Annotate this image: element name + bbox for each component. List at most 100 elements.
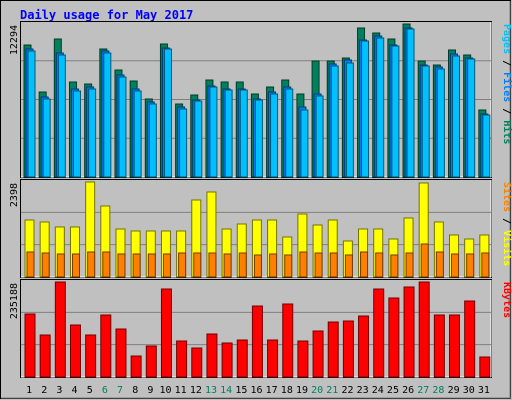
bar-pages-day-17 [270,93,279,178]
bar-kbytes-day-6 [100,314,112,378]
day-label-30: 30 [463,385,475,396]
bar-pages-day-28 [436,68,445,178]
bar-kbytes-day-12 [191,347,203,378]
bar-pages-day-7 [118,76,127,178]
day-label-8: 8 [132,385,138,396]
bar-sites-day-18 [284,254,293,278]
side-label-visits-sites: Sites / Visits [501,182,512,266]
bar-kbytes-day-5 [85,334,97,378]
side-label-hits-files-pages: Pages / Files / Hits [501,24,512,144]
panel-kbytes: 235188 KBytes [9,279,512,378]
day-label-18: 18 [281,385,293,396]
bar-kbytes-day-1 [24,313,36,378]
bar-pages-day-16 [254,99,263,178]
bar-sites-day-20 [314,252,323,278]
bar-kbytes-day-9 [145,345,157,378]
bar-sites-day-30 [466,253,475,278]
bar-kbytes-day-21 [327,321,339,378]
chart-title: Daily usage for May 2017 [20,8,193,22]
bar-kbytes-day-24 [373,288,385,378]
bar-pages-day-2 [42,98,51,178]
bar-kbytes-day-20 [312,330,324,378]
side-label-kbytes: KBytes [501,282,512,318]
bar-kbytes-day-17 [267,339,279,378]
bar-sites-day-17 [269,253,278,278]
bar-pages-day-13 [209,86,218,178]
bar-sites-day-3 [56,253,65,278]
day-label-24: 24 [372,385,384,396]
day-label-25: 25 [387,385,399,396]
bar-sites-day-26 [405,252,414,278]
ymax-label-visits-sites: 2398 [9,183,20,207]
side-label-part: Sites [501,182,512,212]
bar-pages-day-9 [148,103,157,178]
day-label-16: 16 [250,385,262,396]
bar-sites-day-5 [87,251,96,278]
day-label-2: 2 [41,385,47,396]
bar-kbytes-day-16 [251,305,263,378]
panel-visits-sites: 2398 Sites / Visits [9,179,512,278]
side-label-part: Files [501,72,512,102]
side-label-part: / [501,102,512,120]
bar-sites-day-14 [223,253,232,278]
day-label-29: 29 [448,385,460,396]
bar-pages-day-3 [57,54,66,178]
ymax-label-kbytes: 235188 [9,283,20,319]
bar-kbytes-day-22 [342,320,354,378]
ymax-label-hits-files-pages: 12294 [9,25,20,55]
bar-kbytes-day-3 [54,281,66,378]
bar-sites-day-8 [132,253,141,278]
bar-kbytes-day-14 [221,342,233,378]
day-label-31: 31 [478,385,490,396]
bar-sites-day-10 [162,253,171,278]
day-label-4: 4 [72,385,78,396]
day-label-1: 1 [26,385,32,396]
bar-sites-day-4 [71,253,80,278]
bar-kbytes-day-8 [130,355,142,378]
day-label-3: 3 [56,385,62,396]
day-label-5: 5 [87,385,93,396]
side-label-part: / [501,212,512,230]
bar-pages-day-6 [103,52,112,178]
bar-sites-day-29 [451,253,460,278]
bar-pages-day-4 [72,90,81,178]
bar-kbytes-day-28 [433,314,445,378]
bar-pages-day-8 [133,90,142,178]
bar-sites-day-23 [360,251,369,278]
bar-pages-day-11 [179,108,188,178]
day-label-23: 23 [357,385,369,396]
bar-sites-day-7 [117,253,126,278]
bar-kbytes-day-13 [206,333,218,378]
bar-sites-day-21 [329,252,338,278]
bar-pages-day-22 [345,62,354,178]
side-label-part: Visits [501,230,512,266]
bar-pages-day-1 [27,50,36,178]
bar-pages-day-25 [391,45,400,178]
side-label-part: / [501,54,512,72]
day-label-27: 27 [417,385,429,396]
day-label-11: 11 [175,385,187,396]
panel-hits-files-pages: 12294 Pages / Files / Hits [9,21,512,178]
bar-sites-day-28 [435,251,444,278]
bar-sites-day-11 [178,252,187,278]
day-label-26: 26 [402,385,414,396]
bar-kbytes-day-15 [236,339,248,378]
bar-pages-day-15 [239,89,248,178]
bar-kbytes-day-19 [297,340,309,378]
bar-sites-day-15 [238,252,247,278]
bar-sites-day-1 [26,251,35,278]
bar-pages-day-10 [163,48,172,178]
bar-kbytes-day-23 [358,315,370,378]
day-label-20: 20 [311,385,323,396]
bar-pages-day-20 [315,95,324,178]
bar-pages-day-30 [467,58,476,178]
bar-pages-day-23 [361,40,370,178]
bar-pages-day-5 [88,88,97,178]
bar-pages-day-12 [194,100,203,178]
day-label-13: 13 [205,385,217,396]
bar-kbytes-day-18 [282,303,294,378]
bar-sites-day-6 [102,251,111,278]
bar-pages-day-14 [224,89,233,178]
side-label-part: Hits [501,120,512,144]
